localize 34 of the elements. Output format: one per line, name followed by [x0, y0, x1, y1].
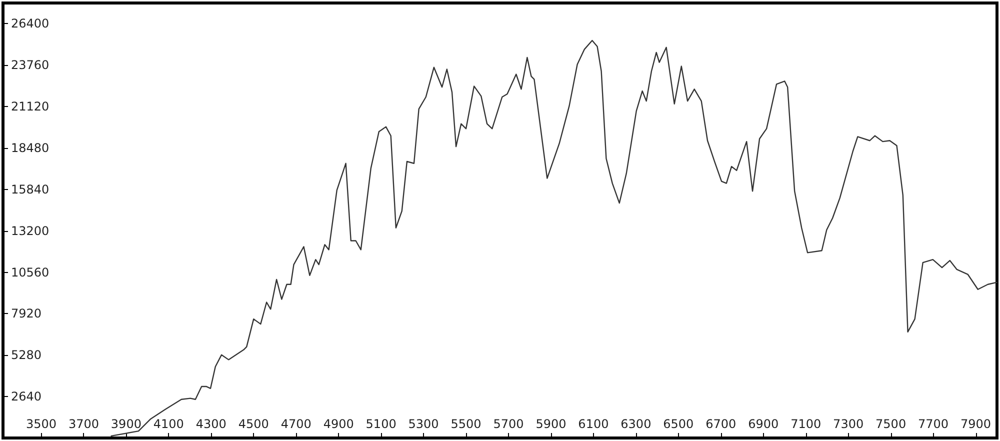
x-tick-label: 6500 [663, 417, 694, 431]
y-tick-label: 23760 [11, 58, 50, 72]
x-tick-label: 4700 [280, 417, 312, 431]
x-tick-label: 5900 [536, 417, 566, 431]
x-tick-label: 3500 [26, 417, 57, 431]
y-tick-label: 7920 [11, 306, 42, 321]
y-tick-label: 15840 [11, 182, 50, 196]
x-tick-label: 6100 [578, 417, 609, 431]
x-tick-label: 4900 [323, 417, 354, 431]
x-tick-label: 6300 [620, 417, 652, 431]
y-tick-label: 26400 [11, 16, 50, 31]
x-tick-label: 5100 [366, 417, 396, 431]
x-tick-label: 7300 [833, 417, 864, 431]
x-tick-label: 4500 [238, 417, 269, 431]
x-tick-label: 7700 [918, 417, 949, 431]
y-tick-label: 13200 [11, 224, 50, 238]
x-tick-label: 6900 [748, 417, 779, 431]
x-tick-label: 3900 [110, 417, 142, 431]
x-tick-label: 7100 [790, 417, 822, 431]
y-tick-label: 18480 [11, 141, 50, 155]
x-tick-label: 7500 [876, 417, 906, 431]
x-tick-label: 4300 [196, 417, 226, 431]
x-tick-label: 5500 [450, 417, 482, 431]
y-tick-label: 21120 [11, 100, 50, 114]
x-tick-label: 6700 [706, 417, 736, 431]
x-tick-label: 5700 [493, 417, 524, 431]
x-tick-label: 7900 [960, 417, 992, 431]
y-tick-label: 2640 [11, 390, 42, 404]
y-tick-label: 5280 [11, 348, 42, 362]
x-tick-label: 5300 [408, 417, 439, 431]
x-tick-label: 3700 [68, 417, 99, 431]
line-series [110, 40, 998, 437]
x-tick-label: 4100 [153, 417, 184, 431]
y-tick-label: 10560 [11, 265, 50, 280]
